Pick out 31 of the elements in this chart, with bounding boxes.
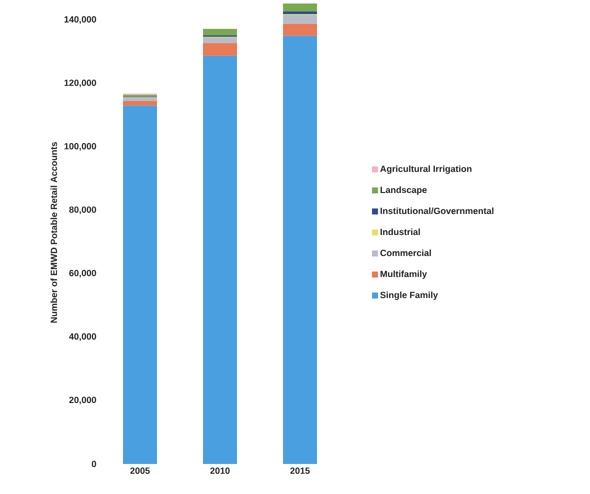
bar: [203, 37, 237, 44]
bar: [203, 28, 237, 36]
bar: [123, 98, 157, 101]
bar: [123, 100, 157, 106]
y-tick-label: 20,000: [69, 396, 96, 404]
bar: [282, 11, 317, 14]
legend-label: Multifamily: [380, 270, 427, 279]
y-tick-label: 0: [92, 460, 96, 468]
x-tick-label: 2005: [130, 468, 150, 474]
bar: [203, 43, 237, 56]
bar: [282, 14, 317, 24]
bar: [123, 106, 157, 464]
y-tick-label: 60,000: [69, 270, 96, 278]
x-tick-label: 2015: [290, 468, 310, 474]
x-tick-label: 2010: [210, 468, 230, 474]
bar: [282, 36, 317, 464]
legend-label: Commercial: [380, 249, 431, 256]
legend-label: Single Family: [380, 292, 438, 300]
legend-label: Institutional/Governmental: [380, 207, 494, 214]
y-tick-label: 100,000: [64, 143, 96, 151]
y-axis-title: Number of EMWD Potable Retail Accounts: [50, 142, 58, 323]
y-tick-label: 120,000: [64, 80, 96, 88]
bar: [203, 56, 237, 464]
legend-label: Industrial: [380, 228, 420, 236]
bar: [282, 4, 317, 12]
legend-label: Landscape: [380, 186, 427, 195]
y-tick-label: 80,000: [69, 206, 96, 214]
legend-label: Agricultural Irrigation: [380, 165, 472, 174]
bar: [282, 24, 317, 36]
y-tick-label: 40,000: [69, 333, 96, 341]
y-tick-label: 140,000: [64, 16, 96, 24]
